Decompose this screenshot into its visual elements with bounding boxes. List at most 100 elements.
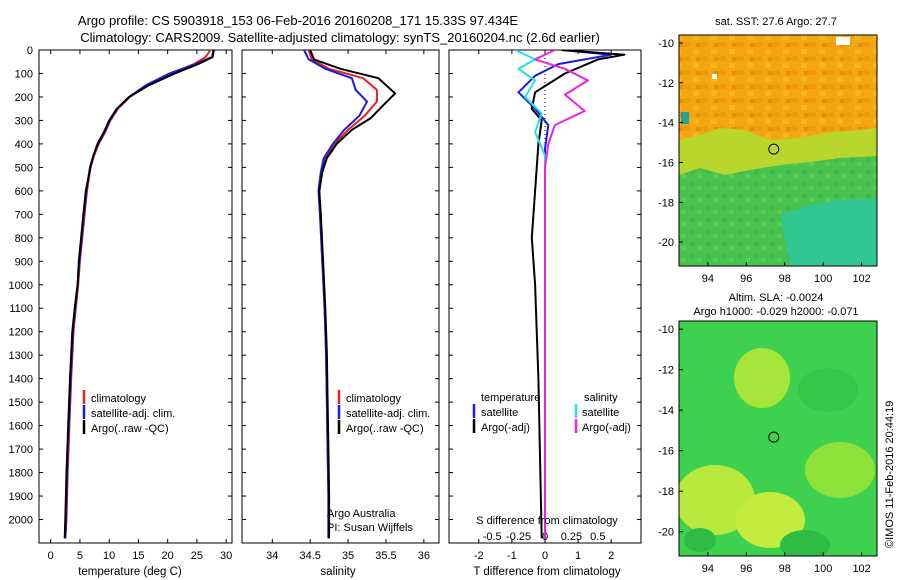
top-tick-label: 0.25 (561, 531, 582, 543)
map-x-tick-label: 100 (814, 273, 832, 285)
map-y-tick-label: -20 (658, 527, 674, 539)
map-x-tick-label: 98 (779, 273, 791, 285)
sla-high-anomaly (734, 348, 790, 408)
sla-high-anomaly (805, 442, 875, 498)
sla-high-anomaly (735, 492, 805, 548)
x-tick-label: 1 (575, 550, 581, 562)
x-tick-label: 0 (48, 550, 54, 562)
x-tick-label: 25 (191, 550, 203, 562)
series-line-argo-raw-qc- (63, 50, 215, 539)
depth-tick-label: 800 (15, 233, 33, 245)
series-line-argo-raw-qc- (309, 50, 397, 539)
temperature-panel-frame (38, 49, 233, 544)
legend-label-satellite: satellite-adj. clim. (346, 408, 430, 420)
map-x-tick-label: 94 (702, 273, 714, 285)
x-tick-label: -1 (507, 550, 517, 562)
x-tick-label: 34 (266, 550, 278, 562)
depth-tick-label: 100 (15, 68, 33, 80)
sla-low-anomaly (684, 528, 716, 552)
sst-coolest-field (780, 198, 877, 266)
map-y-tick-label: -12 (658, 365, 674, 377)
sla-map-frame (678, 320, 878, 557)
salinity-legend: climatology satellite-adj. clim. Argo(..… (327, 390, 430, 534)
sst-missing-data (836, 37, 850, 45)
legend-label-climatology: climatology (91, 393, 147, 405)
map-x-tick-label: 102 (852, 273, 870, 285)
series-line-satellite-adj-clim- (303, 50, 368, 539)
salinity-note-institution: Argo Australia (327, 508, 396, 520)
depth-tick-label: 200 (15, 92, 33, 104)
top-tick-label: -0.25 (506, 531, 531, 543)
sst-map-title: sat. SST: 27.6 Argo: 27.7 (715, 16, 837, 28)
salinity-panel-frame (241, 49, 440, 544)
series-line-temperature-argo-adj- (530, 50, 626, 539)
depth-tick-label: 1200 (9, 327, 33, 339)
legend-head-temperature: temperature (481, 392, 540, 404)
x-tick-label: 10 (103, 550, 115, 562)
x-tick-label: 0 (542, 550, 548, 562)
sla-map-title2: Argo h1000: -0.029 h2000: -0.071 (693, 306, 858, 318)
axes-layer: 0100200300400500600700800900100011001200… (9, 45, 641, 562)
legend-label-s-satellite: satellite (582, 407, 619, 419)
difference-x-label: T difference from climatology (473, 566, 620, 578)
depth-tick-label: 1100 (9, 303, 33, 315)
map-y-tick-label: -14 (658, 118, 674, 130)
sst-map-frame (678, 34, 878, 267)
depth-tick-label: 2000 (9, 515, 33, 527)
depth-tick-label: 1900 (9, 491, 33, 503)
depth-tick-label: 1500 (9, 397, 33, 409)
map-x-tick-label: 98 (779, 563, 791, 575)
top-tick-label: -0.5 (483, 531, 502, 543)
series-group (514, 50, 626, 539)
depth-tick-label: 400 (15, 139, 33, 151)
salinity-x-label: salinity (320, 566, 355, 578)
x-tick-label: -2 (474, 550, 484, 562)
map-y-tick-label: -10 (658, 324, 674, 336)
map-y-tick-label: -18 (658, 486, 674, 498)
series-line-salinity-argo-adj- (534, 50, 589, 539)
x-tick-label: 34.5 (299, 550, 320, 562)
x-tick-label: 30 (220, 550, 232, 562)
series-line-climatology (307, 50, 378, 539)
x-tick-label: 36 (418, 550, 430, 562)
depth-tick-label: 1400 (9, 374, 33, 386)
legend-label-satellite: satellite-adj. clim. (91, 408, 175, 420)
series-group (303, 50, 397, 539)
x-tick-label: 35 (342, 550, 354, 562)
map-x-tick-label: 96 (740, 563, 752, 575)
x-tick-label: 20 (162, 550, 174, 562)
map-y-tick-label: -16 (658, 446, 674, 458)
depth-tick-label: 700 (15, 209, 33, 221)
map-y-tick-label: -16 (658, 157, 674, 169)
x-tick-label: 5 (77, 550, 83, 562)
map-y-tick-label: -18 (658, 197, 674, 209)
sst-map: sat. SST: 27.6 Argo: 27.7 94 96 98 100 102 -1… (658, 16, 878, 285)
sla-low-anomaly (798, 368, 858, 412)
series-line-temperature-satellite (517, 50, 613, 539)
map-y-tick-label: -10 (658, 38, 674, 50)
legend-label-t-satellite: satellite (481, 407, 518, 419)
sla-map-axes: 94 96 98 100 102 -10 -12 -14 -16 -18 -20 (658, 324, 871, 575)
depth-tick-label: 1000 (9, 280, 33, 292)
x-tick-label: 15 (132, 550, 144, 562)
sla-map: Altim. SLA: -0.0024 Argo h1000: -0.029 h… (658, 292, 878, 575)
argo-position-marker (768, 143, 780, 155)
x-tick-label: 35.5 (375, 550, 396, 562)
sst-missing-data (712, 74, 717, 79)
temperature-x-label: temperature (deg C) (78, 566, 182, 578)
depth-tick-label: 300 (15, 115, 33, 127)
imos-credit: ©IMOS 11-Feb-2016 20:44:19 (884, 401, 896, 548)
sla-map-title1: Altim. SLA: -0.0024 (729, 292, 824, 304)
depth-tick-label: 0 (27, 45, 33, 57)
series-line-climatology (64, 50, 212, 539)
map-x-tick-label: 96 (740, 273, 752, 285)
temperature-legend: climatology satellite-adj. clim. Argo(..… (82, 390, 175, 435)
series-layer (63, 50, 626, 539)
series-line-satellite-adj-clim- (64, 50, 215, 539)
difference-legend: temperature salinity satellite Argo(-adj… (472, 392, 631, 527)
legend-label-climatology: climatology (346, 393, 402, 405)
title-line2: Climatology: CARS2009. Satellite-adjuste… (80, 30, 600, 45)
map-y-tick-label: -14 (658, 405, 674, 417)
legend-label-s-argo: Argo(-adj) (582, 422, 631, 434)
